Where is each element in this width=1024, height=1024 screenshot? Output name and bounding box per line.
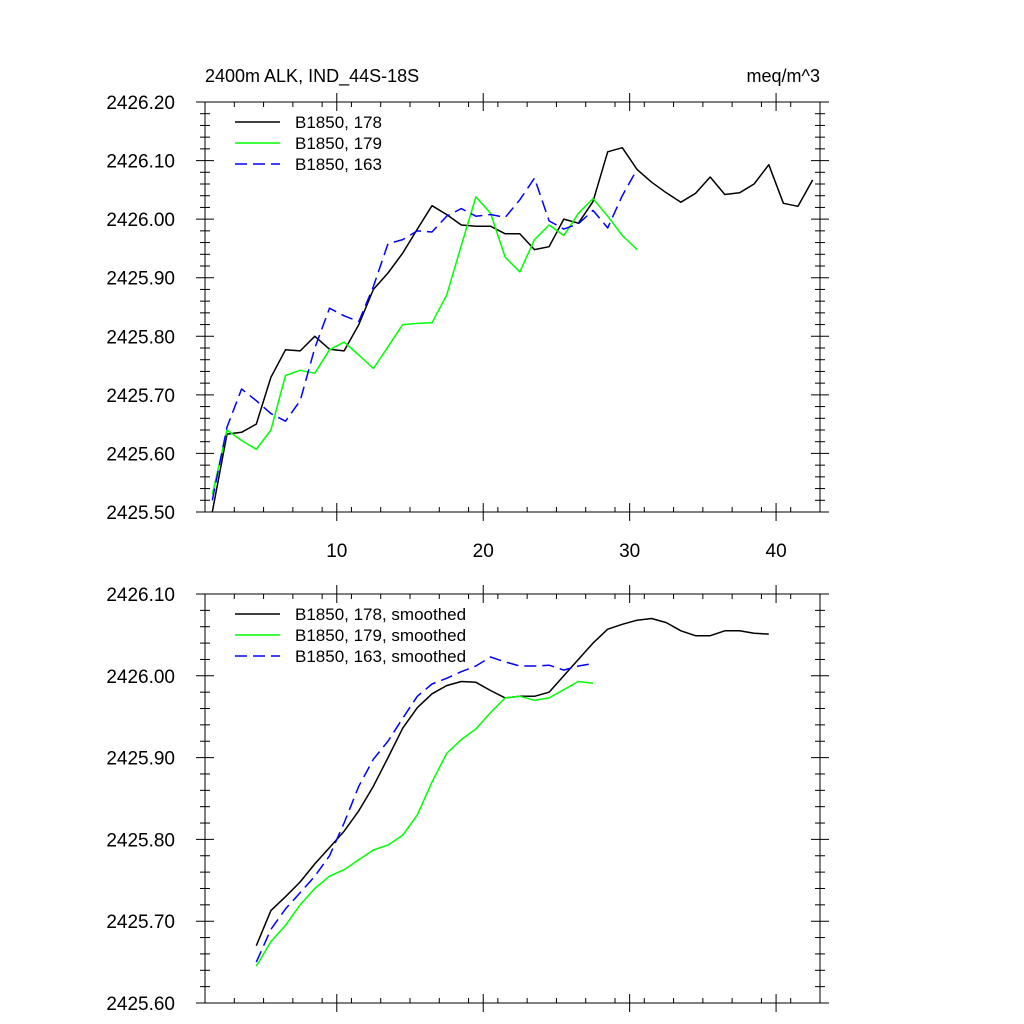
x-tick-label: 20	[473, 541, 494, 562]
y-tick-label: 2425.80	[106, 830, 175, 851]
legend-label-1: B1850, 178, smoothed	[295, 605, 466, 624]
y-tick-label: 2426.10	[106, 585, 175, 606]
series-line-3	[211, 169, 638, 501]
y-tick-label: 2425.70	[106, 386, 175, 407]
series-line-1	[211, 146, 814, 513]
chart-title: 2400m ALK, IND_44S-18S	[205, 66, 419, 87]
y-tick-label: 2425.60	[106, 994, 175, 1015]
y-tick-label: 2425.80	[106, 327, 175, 348]
legend-label-3: B1850, 163, smoothed	[295, 647, 466, 666]
y-tick-label: 2426.10	[106, 152, 175, 173]
plot-frame	[204, 593, 821, 1004]
y-tick-label: 2426.20	[106, 93, 175, 114]
legend-label-2: B1850, 179, smoothed	[295, 626, 466, 645]
top-panel: 10 20 30 40 2425.50 2425.60 2425.70 2425.80 2425…	[106, 66, 829, 562]
x-tick-label: 40	[766, 541, 787, 562]
plot-frame	[204, 101, 821, 513]
y-tick-label: 2425.70	[106, 912, 175, 933]
y-tick-label: 2425.60	[106, 444, 175, 465]
legend-label-2: B1850, 179	[295, 134, 382, 153]
y-tick-label: 2425.90	[106, 269, 175, 290]
series-line-3	[255, 656, 594, 963]
units-label: meq/m^3	[747, 66, 820, 86]
x-tick-label: 10	[326, 541, 347, 562]
x-tick-label: 30	[619, 541, 640, 562]
y-tick-label: 2426.00	[106, 667, 175, 688]
legend-label-1: B1850, 178	[295, 113, 382, 132]
y-tick-label: 2425.90	[106, 749, 175, 770]
series-line-2	[255, 680, 594, 967]
y-tick-label: 2426.00	[106, 210, 175, 231]
legend-label-3: B1850, 163	[295, 155, 382, 174]
series-line-2	[211, 196, 638, 495]
series-line-1	[255, 617, 769, 946]
bottom-panel: 2425.60 2425.70 2425.80 2425.90 2426.00 2426.…	[106, 585, 829, 1015]
y-tick-label: 2425.50	[106, 503, 175, 524]
